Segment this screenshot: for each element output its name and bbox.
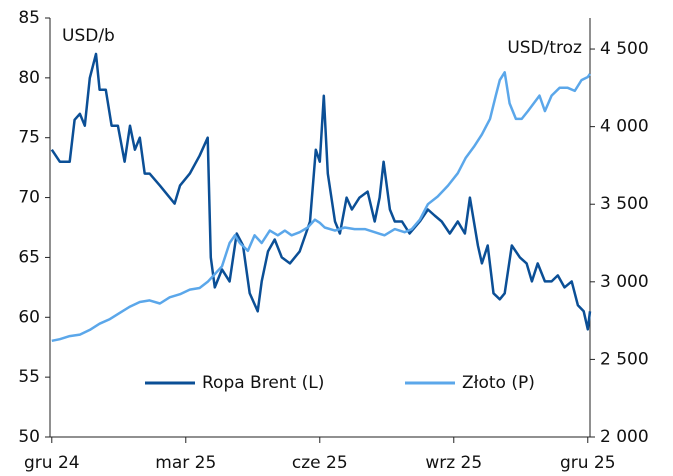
y-tick-label: 70 bbox=[18, 188, 40, 208]
y2-tick-label: 2 000 bbox=[600, 427, 649, 447]
x-tick-label: gru 25 bbox=[560, 453, 616, 473]
legend-label: Ropa Brent (L) bbox=[202, 373, 324, 393]
y-tick-label: 85 bbox=[18, 8, 40, 28]
legend-label: Złoto (P) bbox=[462, 373, 535, 393]
y-tick-label: 55 bbox=[18, 367, 40, 387]
y2-axis-label: USD/troz bbox=[507, 38, 582, 58]
y2-tick-label: 4 000 bbox=[600, 117, 649, 137]
y-tick-label: 60 bbox=[18, 307, 40, 327]
line-series bbox=[51, 71, 592, 343]
x-tick-label: gru 24 bbox=[24, 453, 80, 473]
y-axis-label: USD/b bbox=[62, 26, 115, 46]
y2-tick-label: 4 500 bbox=[600, 39, 649, 59]
line-series bbox=[50, 52, 592, 331]
x-tick-label: mar 25 bbox=[155, 453, 216, 473]
y-tick-label: 75 bbox=[18, 128, 40, 148]
y-tick-label: 65 bbox=[18, 247, 40, 267]
x-tick-label: wrz 25 bbox=[425, 453, 482, 473]
x-tick-label: cze 25 bbox=[292, 453, 348, 473]
y2-tick-label: 3 000 bbox=[600, 272, 649, 292]
y-tick-label: 80 bbox=[18, 68, 40, 88]
y2-tick-label: 2 500 bbox=[600, 349, 649, 369]
y-tick-label: 50 bbox=[18, 427, 40, 447]
y2-tick-label: 3 500 bbox=[600, 194, 649, 214]
